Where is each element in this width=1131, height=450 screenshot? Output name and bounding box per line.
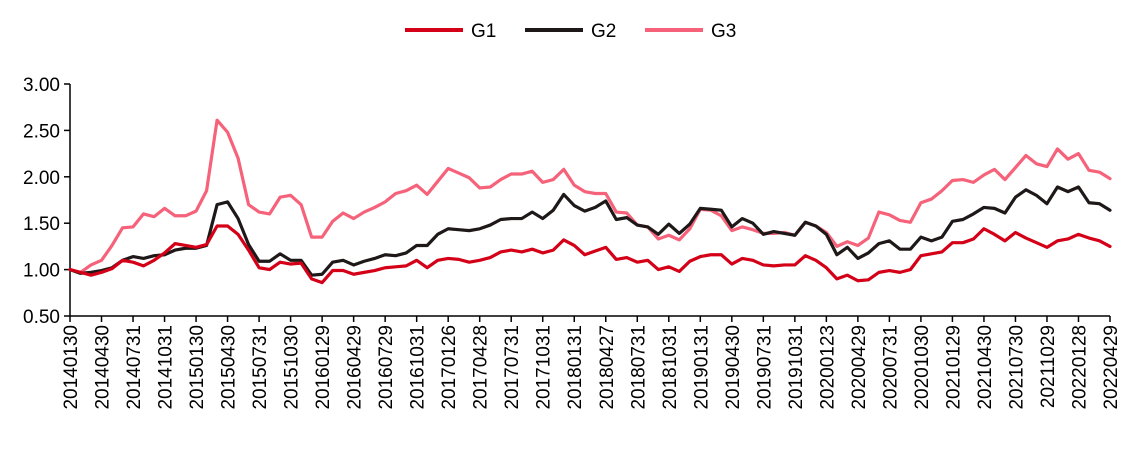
legend-label: G1 [471,21,496,42]
x-tick-label: 20141031 [156,325,177,410]
x-tick-label: 20150731 [250,325,271,410]
x-tick-label: 20140430 [93,325,114,410]
x-tick-label: 20171031 [534,325,555,410]
x-tick-label: 20150130 [187,325,208,410]
x-tick-label: 20210129 [943,325,964,410]
x-tick-label: 20190731 [754,325,775,410]
x-tick-label: 20190131 [691,325,712,410]
x-tick-label: 20170126 [439,325,460,410]
legend: G1 G2 G3 [405,21,736,42]
x-tick-label: 20210430 [975,325,996,410]
x-tick-label: 20191031 [786,325,807,410]
x-tick-label: 20170428 [471,325,492,410]
x-tick-label: 20210730 [1006,325,1027,410]
x-tick-label: 20180131 [565,325,586,410]
x-tick-label: 20160129 [313,325,334,410]
series-line-g1 [68,224,1112,285]
x-tick-label: 20151030 [282,325,303,410]
x-tick-label: 20220429 [1101,325,1122,410]
x-tick-label: 20161031 [408,325,429,410]
x-tick-label: 20181031 [660,325,681,410]
x-tick-label: 20180731 [628,325,649,410]
x-axis: 20140130 20140430 20140731 20141031 20150130… [61,315,1122,410]
x-tick-label: 20140130 [61,325,82,410]
y-axis: 0.50 1.00 1.50 2.00 2.50 3.00 [23,75,71,328]
legend-label: G2 [591,21,616,42]
legend-item-g3: G3 [645,21,736,42]
series-line-g2 [68,185,1112,277]
x-tick-label: 20180427 [597,325,618,410]
x-tick-label: 20220128 [1069,325,1090,410]
y-tick-label: 0.50 [23,307,60,328]
series-line-g3 [68,118,1112,274]
x-tick-label: 20150430 [219,325,240,410]
x-tick-label: 20211029 [1038,325,1059,408]
x-tick-label: 20140731 [124,325,145,410]
x-tick-label: 20201030 [912,325,933,410]
x-tick-label: 20200429 [849,325,870,410]
y-tick-label: 1.50 [23,214,60,235]
x-tick-label: 20170731 [502,325,523,410]
x-tick-label: 20160729 [376,325,397,410]
x-tick-label: 20200731 [880,325,901,410]
x-tick-label: 20200123 [817,325,838,410]
y-tick-label: 1.00 [23,261,60,282]
y-tick-label: 3.00 [23,75,60,96]
legend-label: G3 [711,21,736,42]
y-tick-label: 2.00 [23,168,60,189]
series-layer [68,118,1112,285]
legend-item-g1: G1 [405,21,496,42]
x-tick-label: 20160429 [345,325,366,410]
x-tick-label: 20190430 [723,325,744,410]
legend-item-g2: G2 [525,21,616,42]
y-tick-label: 2.50 [23,121,60,142]
